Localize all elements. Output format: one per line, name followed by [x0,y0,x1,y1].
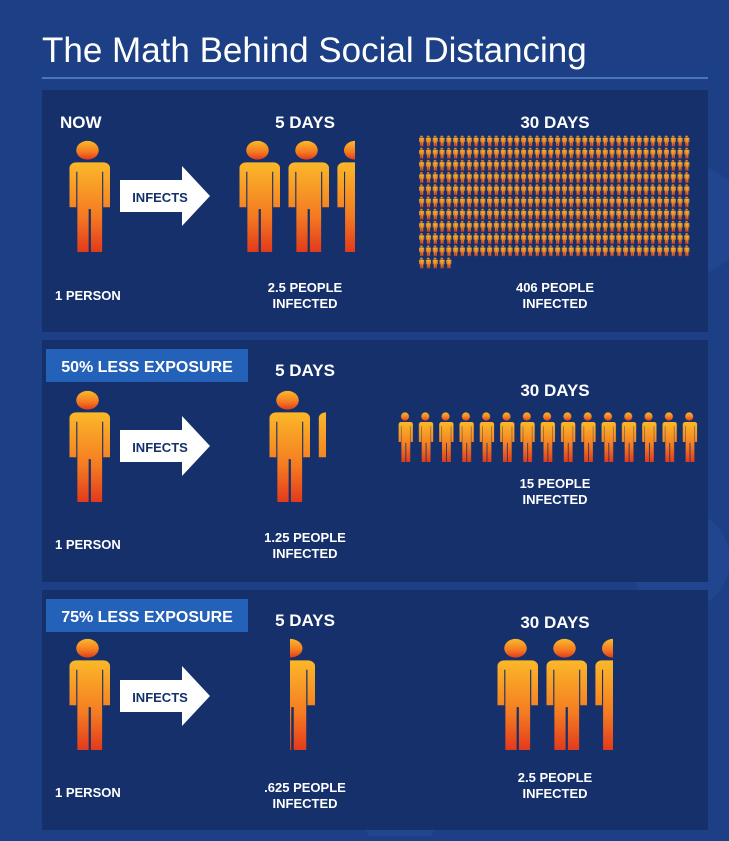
start-caption: 1 PERSON [55,288,121,303]
day5-heading: 5 DAYS [275,361,335,380]
day5-caption: INFECTED [273,546,338,561]
people-row [395,412,700,462]
day30-caption: INFECTED [523,296,588,311]
panel-label: 50% LESS EXPOSURE [61,359,233,376]
start-caption: 1 PERSON [55,785,121,800]
infographic: The Math Behind Social Distancing NOW IN… [0,0,729,836]
people-grid [418,257,452,269]
panel-label: 75% LESS EXPOSURE [61,609,233,626]
day30-caption: INFECTED [523,492,588,507]
title: The Math Behind Social Distancing [42,31,587,70]
day5-caption: INFECTED [273,796,338,811]
day30-caption: INFECTED [523,786,588,801]
start-caption: 1 PERSON [55,537,121,552]
panel-label: NOW [60,113,103,132]
arrow-label: INFECTS [132,440,188,455]
day5-heading: 5 DAYS [275,611,335,630]
day30-heading: 30 DAYS [520,381,589,400]
day30-caption: 15 PEOPLE [520,476,591,491]
day5-caption: 2.5 PEOPLE [268,280,343,295]
people-grid [418,135,690,257]
day30-caption: 2.5 PEOPLE [518,770,593,785]
day5-caption: 1.25 PEOPLE [264,530,346,545]
day5-caption: INFECTED [273,296,338,311]
day5-caption: .625 PEOPLE [264,780,346,795]
page: {"title": "The Math Behind Social Distan… [0,0,729,836]
day30-heading: 30 DAYS [520,613,589,632]
arrow-label: INFECTS [132,190,188,205]
day30-heading: 30 DAYS [520,113,589,132]
day30-caption: 406 PEOPLE [516,280,594,295]
arrow-label: INFECTS [132,690,188,705]
day5-heading: 5 DAYS [275,113,335,132]
